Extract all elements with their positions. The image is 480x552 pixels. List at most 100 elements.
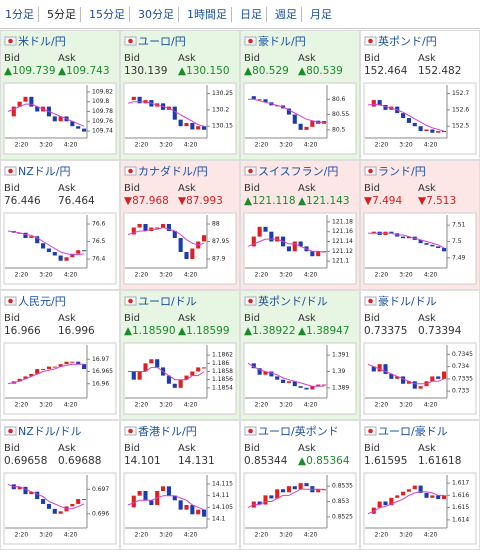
y-tick-label: 1.389 [332,384,349,391]
candle [316,489,321,493]
pair-title[interactable]: ユーロ/円 [138,35,186,48]
candle [389,231,394,234]
pair-title[interactable]: ユーロ/英ポンド [258,424,339,438]
candle [257,501,262,505]
y-tick-label: 121.12 [332,248,353,255]
candle [383,364,388,374]
candle [442,131,447,133]
bid-value: ▲80.529 [244,65,289,77]
y-tick-label: 16.96 [92,380,109,387]
candle [292,381,297,387]
candle [310,386,315,390]
candle [29,236,34,238]
candle [418,386,423,389]
tab[interactable]: 30分足 [138,8,174,21]
candle [196,509,201,515]
bid-value: ▲1.18590 [124,325,176,337]
flag-icon [8,298,13,304]
candle [263,495,268,505]
tab[interactable]: 1分足 [5,8,34,21]
x-tick-label: 4:20 [424,272,438,279]
x-tick-label: 3:20 [399,272,413,279]
y-tick-label: 1.1856 [212,376,233,383]
pair-title[interactable]: 香港ドル/円 [138,425,197,438]
x-tick-label: 3:20 [39,532,53,539]
flag-icon [8,168,13,174]
candle [190,505,195,515]
rate-panel: 人民元/円 Bid Ask 16.966 16.996 16.97 16.965 16.96 2… [0,290,120,420]
y-tick-label: 0.8535 [332,483,353,490]
y-tick-label: 7.5 [452,238,462,245]
x-tick-label: 3:20 [399,142,413,149]
y-tick-label: 7.51 [452,222,466,229]
y-tick-label: 121.18 [332,218,353,225]
candle [23,232,28,238]
flag-icon [368,168,373,174]
candle [436,246,441,249]
candle [172,231,177,238]
pair-title[interactable]: スイスフラン/円 [258,165,338,178]
candle [269,371,274,377]
pair-title[interactable]: ユーロ/豪ドル [378,424,448,438]
candle [46,503,51,509]
candle [82,364,87,370]
rate-panel: 香港ドル/円 Bid Ask 14.101 14.131 14.115 14.11 14.10… [120,420,240,550]
x-tick-label: 3:20 [39,402,53,409]
bid-value: 152.464 [364,65,408,77]
moving-average [7,363,85,385]
ask-value: 0.73394 [418,325,462,337]
tab-bar: 1分足 5分足 15分足 30分足 1時間足 日足 週足 月足 [0,0,480,29]
pair-title[interactable]: 英ポンド/円 [378,34,437,48]
pair-title[interactable]: NZドル/円 [18,165,70,178]
moving-average [367,363,445,385]
tab[interactable]: 15分足 [89,8,125,21]
pair-title[interactable]: 豪ドル/円 [258,34,306,48]
flag-icon [248,168,253,174]
candle [424,243,429,245]
candle [322,489,327,491]
candle [202,509,207,517]
x-tick-label: 4:20 [64,402,78,409]
chart-area [3,472,117,545]
candle [281,489,286,493]
ask-label: Ask [178,183,196,194]
candle [131,495,136,508]
pair-title[interactable]: 豪ドル/ドル [378,294,437,308]
tab[interactable]: 日足 [240,8,262,21]
pair-title[interactable]: 英ポンド/ドル [258,294,328,308]
y-tick-label: 1.391 [332,352,349,359]
pair-title[interactable]: 人民元/円 [18,295,66,308]
tab[interactable]: 1時間足 [187,8,227,21]
pair-title[interactable]: ランド/円 [378,165,426,178]
x-tick-label: 4:20 [304,142,318,149]
bid-label: Bid [364,443,380,454]
y-tick-label: 152.7 [452,90,469,97]
candle [286,486,291,493]
candle [263,99,268,103]
x-tick-label: 3:20 [399,532,413,539]
candle [161,486,166,491]
candle [70,253,75,258]
tab[interactable]: 月足 [310,8,332,21]
flag-icon [368,298,373,304]
candle [310,251,315,257]
y-tick-label: 0.696 [92,510,109,517]
candle [424,492,429,498]
x-tick-label: 3:20 [159,402,173,409]
pair-title[interactable]: ユーロ/ドル [138,295,197,308]
y-tick-label: 109.78 [92,108,113,115]
ask-label: Ask [298,183,316,194]
tab[interactable]: 週足 [275,8,297,21]
candle [166,375,171,384]
pair-title[interactable]: カナダドル/円 [138,164,208,178]
pair-title[interactable]: 米ドル/円 [18,35,66,48]
candle [35,236,40,244]
bid-label: Bid [124,183,140,194]
chart-area [363,82,477,155]
candle [29,373,34,377]
pair-title[interactable]: NZドル/ドル [18,425,81,438]
y-tick-label: 14.1 [212,516,226,523]
bid-label: Bid [124,53,140,64]
candle [190,371,195,376]
